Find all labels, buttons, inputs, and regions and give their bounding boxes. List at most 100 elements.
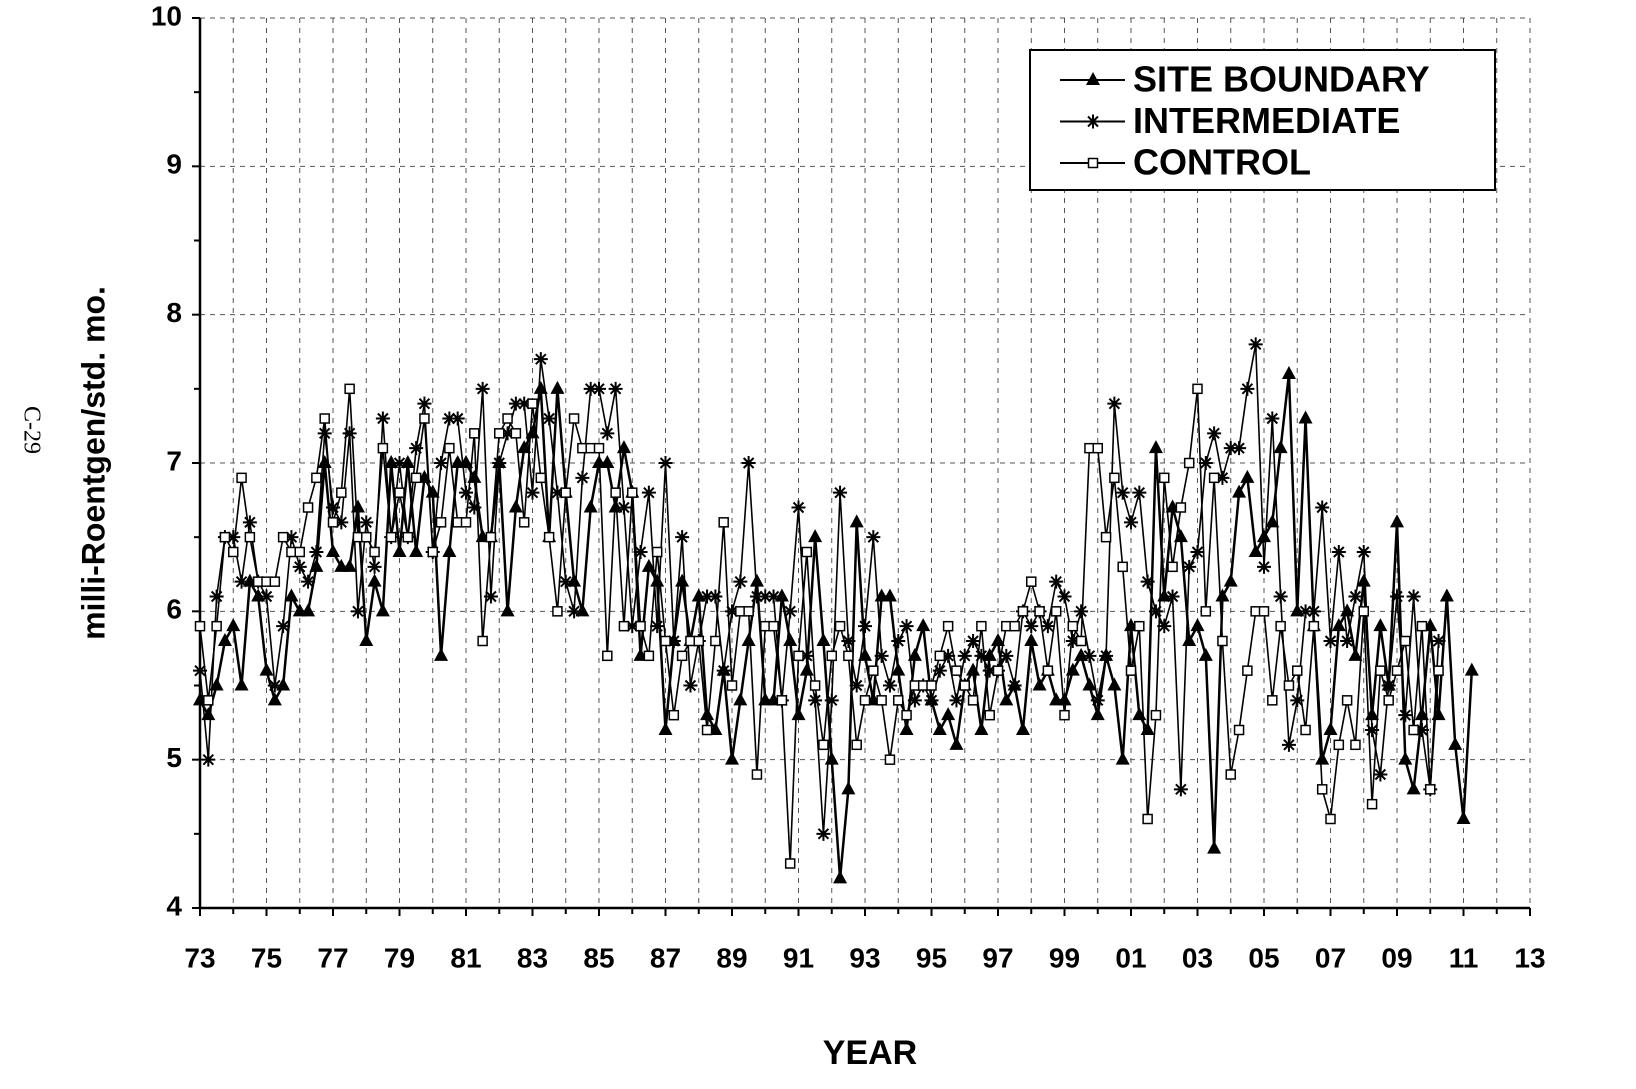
point xyxy=(1107,677,1122,691)
point xyxy=(425,484,440,498)
point xyxy=(924,693,939,708)
point xyxy=(710,635,721,647)
point xyxy=(1348,647,1363,661)
point xyxy=(1414,707,1429,721)
point xyxy=(459,455,473,468)
point xyxy=(726,680,738,691)
point xyxy=(600,455,615,468)
point xyxy=(392,456,407,470)
point xyxy=(1433,665,1444,676)
point xyxy=(660,635,671,647)
point xyxy=(467,469,482,483)
point xyxy=(1400,635,1411,647)
point xyxy=(1198,647,1213,661)
point xyxy=(575,470,590,485)
point xyxy=(833,485,848,500)
point xyxy=(209,677,224,691)
point xyxy=(560,487,571,498)
point xyxy=(966,634,981,648)
point xyxy=(1323,634,1338,648)
point xyxy=(434,456,449,470)
point xyxy=(708,589,723,604)
point xyxy=(643,650,655,662)
point xyxy=(1182,633,1197,646)
point xyxy=(749,573,764,587)
point xyxy=(369,546,380,558)
point xyxy=(1316,784,1328,795)
point xyxy=(700,589,715,604)
point xyxy=(583,381,598,396)
point xyxy=(361,531,372,543)
x-tick-label: 01 xyxy=(1115,942,1146,973)
legend-label: SITE BOUNDARY xyxy=(1133,59,1430,100)
point xyxy=(718,517,729,528)
point xyxy=(193,663,207,678)
point xyxy=(1414,723,1429,737)
point xyxy=(841,634,856,648)
point xyxy=(1300,724,1311,736)
point xyxy=(350,604,365,619)
point xyxy=(625,619,640,634)
point xyxy=(550,380,565,394)
point xyxy=(244,531,256,543)
point xyxy=(1124,515,1138,530)
point xyxy=(824,693,839,708)
point xyxy=(1157,588,1172,602)
x-tick-label: 91 xyxy=(783,942,814,973)
point xyxy=(259,589,274,604)
point xyxy=(1125,665,1137,676)
point xyxy=(1298,604,1313,619)
point xyxy=(957,648,972,663)
point xyxy=(1173,529,1188,543)
point xyxy=(675,573,690,587)
point xyxy=(984,709,995,721)
point xyxy=(809,680,821,691)
point xyxy=(834,620,846,632)
y-axis-title: milli-Roentgen/std. mo. xyxy=(75,286,111,640)
y-tick-label: 4 xyxy=(166,890,182,921)
point xyxy=(1348,589,1363,604)
point xyxy=(1356,573,1371,587)
point xyxy=(891,634,906,648)
point xyxy=(309,545,324,559)
point xyxy=(641,558,656,572)
point xyxy=(1034,606,1045,617)
point xyxy=(217,633,232,646)
point xyxy=(741,456,756,470)
point xyxy=(234,574,249,589)
point xyxy=(410,472,422,484)
point xyxy=(442,411,457,426)
point xyxy=(1398,708,1413,723)
point xyxy=(350,499,365,513)
point xyxy=(317,426,332,441)
point xyxy=(1067,620,1079,632)
point xyxy=(651,546,663,558)
point xyxy=(417,396,432,411)
point xyxy=(427,546,438,558)
point xyxy=(743,606,754,617)
point xyxy=(882,678,897,693)
point xyxy=(1082,677,1097,691)
point xyxy=(1175,502,1187,513)
point xyxy=(1017,606,1029,617)
point xyxy=(1190,618,1205,632)
point xyxy=(1325,813,1336,825)
point xyxy=(1308,620,1320,632)
point xyxy=(1223,441,1238,456)
point xyxy=(899,722,914,735)
x-axis-title: YEAR xyxy=(823,1034,917,1072)
point xyxy=(211,620,222,632)
point xyxy=(932,722,947,735)
point xyxy=(201,707,216,721)
point xyxy=(1075,635,1087,647)
point xyxy=(600,426,615,441)
point xyxy=(982,663,997,678)
point xyxy=(1082,648,1097,663)
point xyxy=(592,381,606,396)
x-tick-label: 85 xyxy=(583,942,614,973)
point xyxy=(1257,559,1271,574)
point xyxy=(808,529,823,543)
point xyxy=(475,381,490,396)
point xyxy=(442,544,457,557)
point xyxy=(392,544,407,557)
